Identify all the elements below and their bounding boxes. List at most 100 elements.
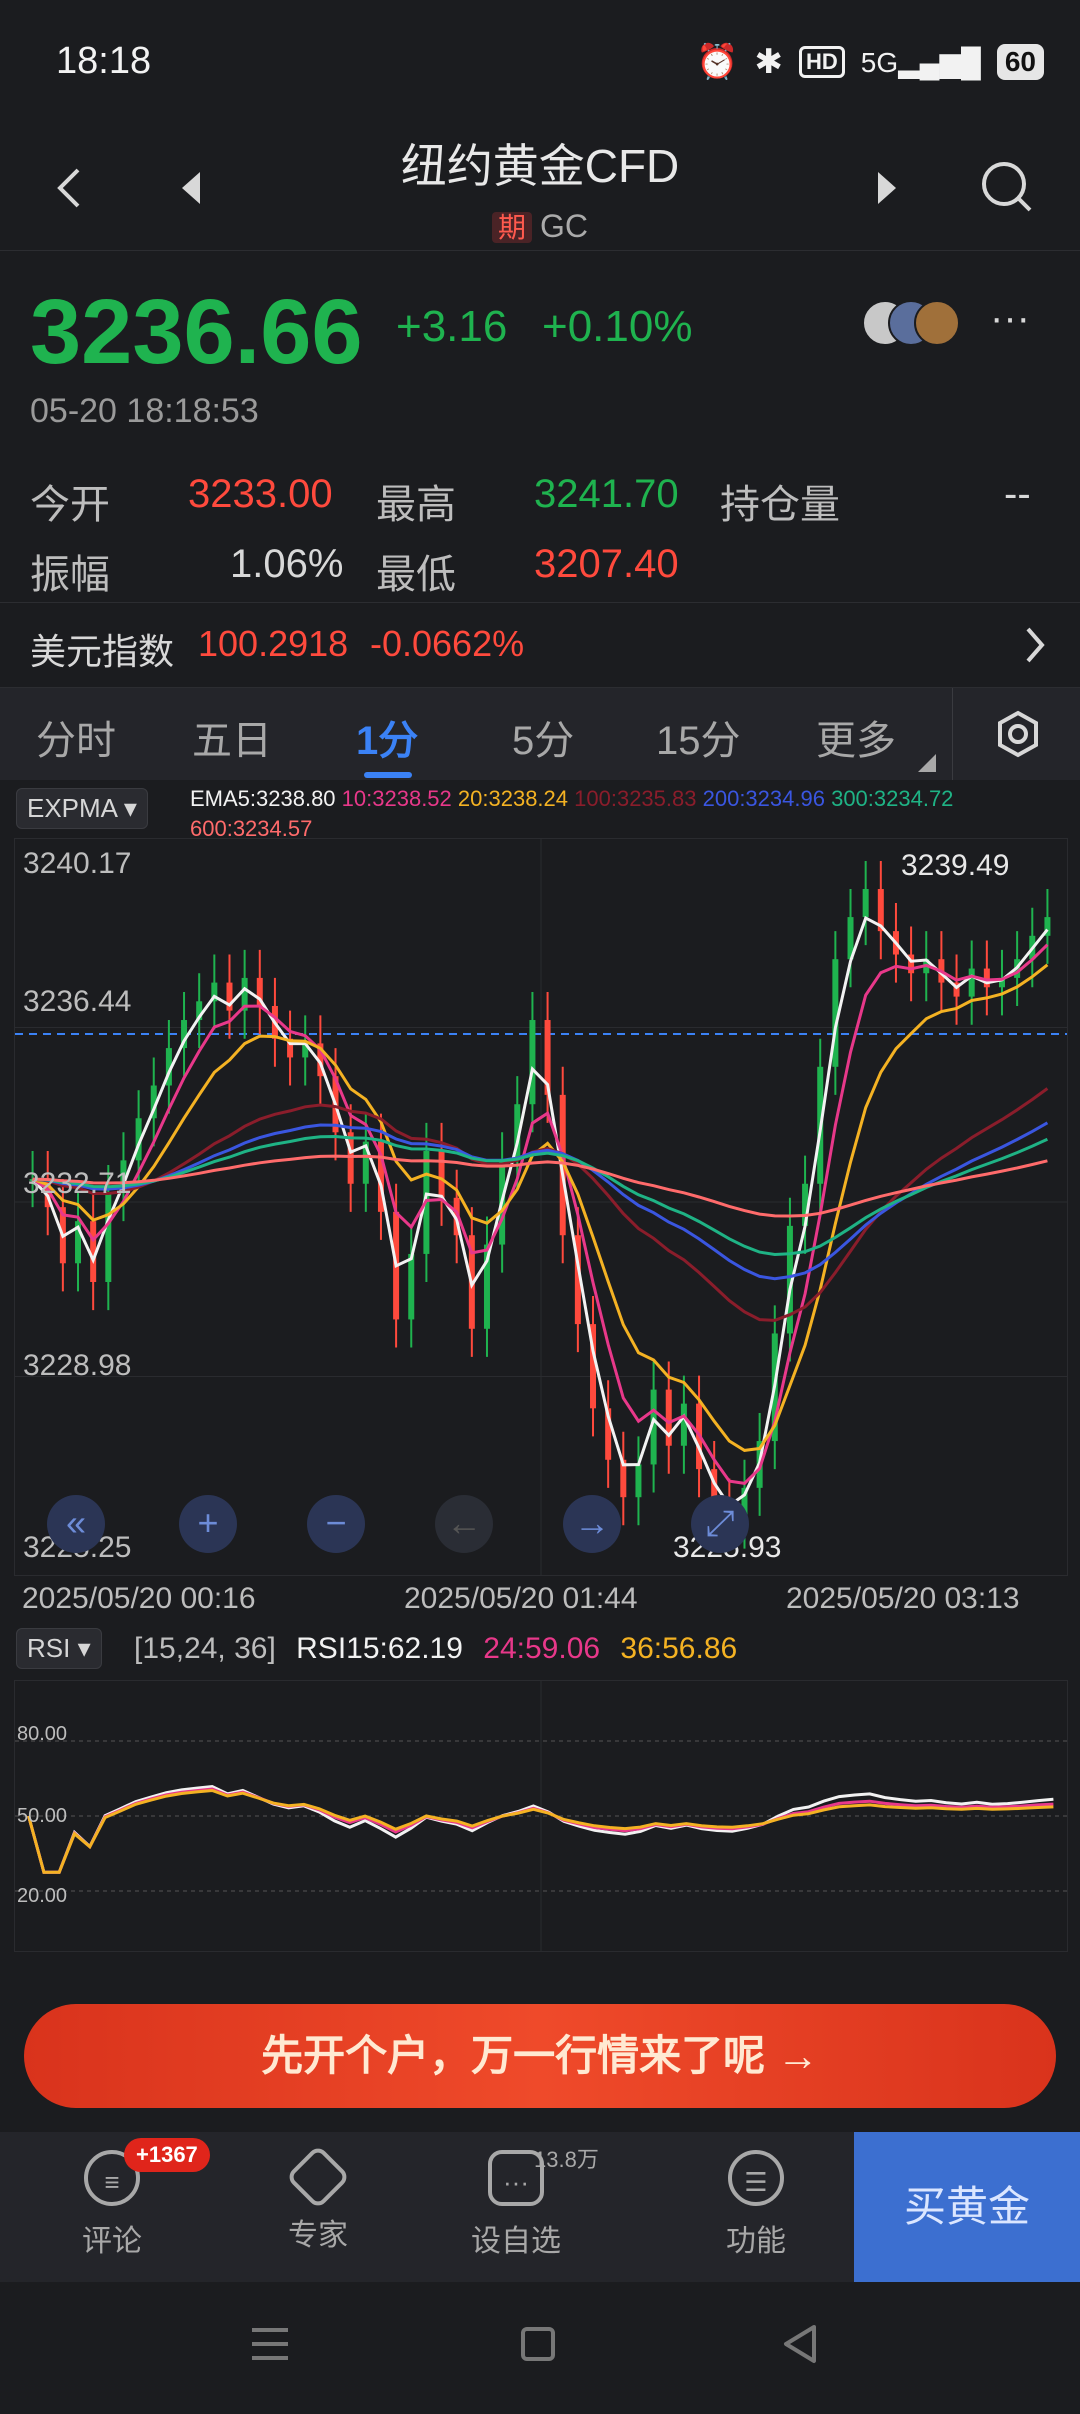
- tab-more[interactable]: 更多: [816, 719, 896, 763]
- back-icon[interactable]: [50, 164, 90, 212]
- dropdown-corner-icon: [918, 754, 936, 772]
- open-label: 今开: [30, 483, 110, 527]
- home-icon[interactable]: [520, 2326, 556, 2362]
- high-marker-label: 3239.49: [901, 849, 1010, 882]
- candle-body: [75, 1221, 82, 1264]
- back-nav-icon[interactable]: [782, 2324, 818, 2364]
- low-label: 最低: [376, 553, 456, 597]
- rsi-name: RSI: [27, 1633, 71, 1663]
- tab-intraday[interactable]: 分时: [36, 719, 116, 763]
- candle-body: [953, 982, 960, 997]
- x-tick: 2025/05/20 01:44: [404, 1582, 638, 1615]
- y-tick: 3228.98: [23, 1349, 132, 1382]
- candle-body: [802, 1183, 809, 1226]
- comment-icon: ≡: [84, 2150, 140, 2206]
- candle-body: [605, 1408, 612, 1460]
- candle-body: [998, 977, 1005, 988]
- rsi-y-tick: 80.00: [17, 1723, 68, 1745]
- candle-body: [105, 1193, 112, 1282]
- status-bar: 18:18 ⏰ ✱ HD 5G▂▄▆█ 60: [0, 0, 1080, 120]
- fullscreen-button[interactable]: ⤢: [691, 1495, 749, 1553]
- bluetooth-icon: ✱: [754, 43, 783, 81]
- sub-indicator-select[interactable]: RSI ▾: [16, 1628, 102, 1669]
- candle-body: [165, 1048, 172, 1086]
- system-nav-bar: [0, 2282, 1080, 2414]
- y-tick: 3232.71: [23, 1167, 132, 1200]
- candle-body: [347, 1132, 354, 1184]
- period-tabs: 分时 五日 1分 5分 15分 更多: [0, 688, 1080, 780]
- candle-body: [362, 1141, 369, 1184]
- candle-body: [862, 889, 869, 918]
- tab-15min[interactable]: 15分: [656, 719, 741, 763]
- add-watchlist-button[interactable]: ··· 设自选: [436, 2132, 596, 2282]
- tab-1min[interactable]: 1分: [356, 719, 419, 763]
- quote-datetime: 05-20 18:18:53: [30, 392, 259, 430]
- futures-tag: 期: [491, 212, 532, 243]
- candle-body: [847, 917, 854, 960]
- function-button[interactable]: ☰ 功能: [676, 2132, 836, 2282]
- ema5-line: [31, 915, 1049, 1508]
- buy-gold-button[interactable]: 买黄金: [854, 2132, 1080, 2282]
- rsi36-legend: 36:56.86: [620, 1632, 738, 1665]
- watch-count: 13.8万: [534, 2147, 599, 2172]
- candle-body: [908, 954, 915, 974]
- comment-button[interactable]: ≡ 评论: [32, 2132, 192, 2282]
- high-label: 最高: [376, 483, 456, 527]
- tab-five-day[interactable]: 五日: [192, 719, 272, 763]
- usd-index-change: -0.0662%: [370, 623, 525, 664]
- expert-icon: [285, 2144, 351, 2210]
- x-tick: 2025/05/20 00:16: [22, 1582, 256, 1615]
- rsi36-line: [27, 1788, 1054, 1874]
- expert-button[interactable]: 专家: [238, 2132, 398, 2282]
- candle-body: [302, 1043, 309, 1058]
- candle-body: [287, 1038, 294, 1058]
- rsi-y-tick: 50.00: [17, 1805, 68, 1827]
- zoom-out-button[interactable]: −: [307, 1495, 365, 1553]
- usd-index-value: 100.2918: [198, 623, 349, 664]
- search-icon[interactable]: [980, 160, 1036, 216]
- avatars-group[interactable]: [862, 300, 982, 346]
- open-account-banner[interactable]: 先开个户，万一行情来了呢 →: [24, 2004, 1056, 2108]
- candle-body: [317, 1043, 324, 1077]
- x-tick: 2025/05/20 03:13: [786, 1582, 1020, 1615]
- candle-body: [620, 1459, 627, 1498]
- prev-instrument-icon[interactable]: [176, 168, 206, 208]
- high-value: 3241.70: [534, 472, 679, 516]
- recent-apps-icon[interactable]: [250, 2326, 290, 2362]
- scroll-to-start-button[interactable]: «: [47, 1495, 105, 1553]
- expert-label: 专家: [288, 2219, 348, 2252]
- next-instrument-icon[interactable]: [872, 168, 902, 208]
- scroll-left-button[interactable]: ←: [435, 1495, 493, 1553]
- candle-body: [529, 1020, 536, 1105]
- menu-icon: ☰: [728, 2150, 784, 2206]
- more-icon[interactable]: ···: [990, 296, 1030, 340]
- candle-body: [680, 1403, 687, 1446]
- main-indicator-select[interactable]: EXPMA ▾: [16, 788, 148, 829]
- candle-body: [786, 1225, 793, 1334]
- divider: [952, 688, 953, 780]
- rsi-chart[interactable]: 80.00 50.00 20.00: [14, 1680, 1068, 1952]
- rsi-svg: [15, 1681, 1067, 1951]
- ema200-line: [32, 1121, 1049, 1281]
- zoom-in-button[interactable]: +: [179, 1495, 237, 1553]
- rsi-params: [15,24, 36]: [134, 1632, 276, 1665]
- candle-body: [44, 1179, 51, 1208]
- candle-body: [635, 1464, 642, 1498]
- code-text: GC: [540, 208, 588, 244]
- ema100-legend: 100:3235.83: [574, 786, 697, 811]
- battery-icon: 60: [996, 44, 1044, 80]
- scroll-right-button[interactable]: →: [563, 1495, 621, 1553]
- ema200-legend: 200:3234.96: [702, 786, 825, 811]
- instrument-code: 期 GC: [0, 206, 1080, 246]
- usd-index-label: 美元指数: [30, 631, 175, 672]
- low-value: 3207.40: [534, 542, 679, 586]
- tab-5min[interactable]: 5分: [512, 719, 575, 763]
- settings-icon[interactable]: [994, 710, 1042, 758]
- watchlist-icon: ···: [488, 2150, 544, 2206]
- candle-body: [241, 977, 248, 1011]
- candle-body: [90, 1221, 97, 1282]
- rsi15-legend: RSI15:62.19: [296, 1632, 463, 1665]
- usd-index-row[interactable]: 美元指数 100.2918 -0.0662%: [0, 602, 1080, 688]
- price-chart[interactable]: 3240.17 3236.44 3232.71 3228.98 3225.25 …: [14, 838, 1068, 1576]
- candlestick-svg: [15, 839, 1067, 1575]
